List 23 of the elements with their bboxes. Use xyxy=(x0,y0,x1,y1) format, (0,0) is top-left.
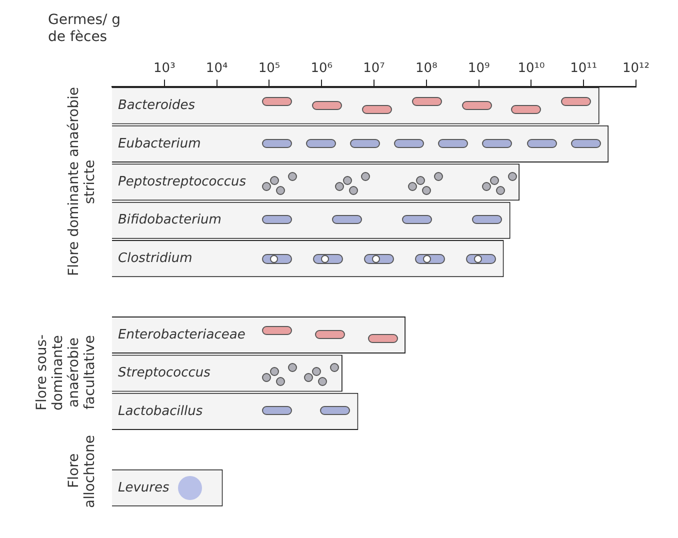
x-tick-label: 10¹¹ xyxy=(570,61,598,76)
x-tick-label: 10⁸ xyxy=(416,61,438,76)
x-tick-label: 10⁹ xyxy=(468,61,490,76)
y-tick-label: Peptostreptococcus xyxy=(118,174,246,190)
x-axis-title: Germes/ g de fèces xyxy=(48,12,122,46)
x-tick-label: 10¹⁰ xyxy=(518,61,545,76)
y-tick-label: Bacteroides xyxy=(118,98,196,114)
y-tick-label: Enterobacteriaceae xyxy=(118,327,246,342)
y-tick-label: Lactobacillus xyxy=(118,404,203,419)
x-tick-label: 10³ xyxy=(154,61,176,76)
x-tick-label: 10¹² xyxy=(622,61,650,76)
x-tick-label: 10⁶ xyxy=(310,61,332,76)
y-tick-label: Clostridium xyxy=(118,250,192,266)
y-tick-label: Eubacterium xyxy=(118,136,201,152)
y-tick-label: Levures xyxy=(118,480,170,496)
text: Flore dominante anaérobie stricte xyxy=(66,87,98,278)
text: Flore sous-dominante anaérobie facultative xyxy=(34,334,98,414)
x-tick-label: 10⁴ xyxy=(206,61,228,76)
x-tick-label: 10⁷ xyxy=(363,61,385,76)
text: Flore allochtone xyxy=(66,433,98,510)
x-tick-label: 10⁵ xyxy=(258,61,280,76)
y-tick-label: Bifidobacterium xyxy=(118,212,222,228)
y-tick-label: Streptococcus xyxy=(118,366,211,381)
